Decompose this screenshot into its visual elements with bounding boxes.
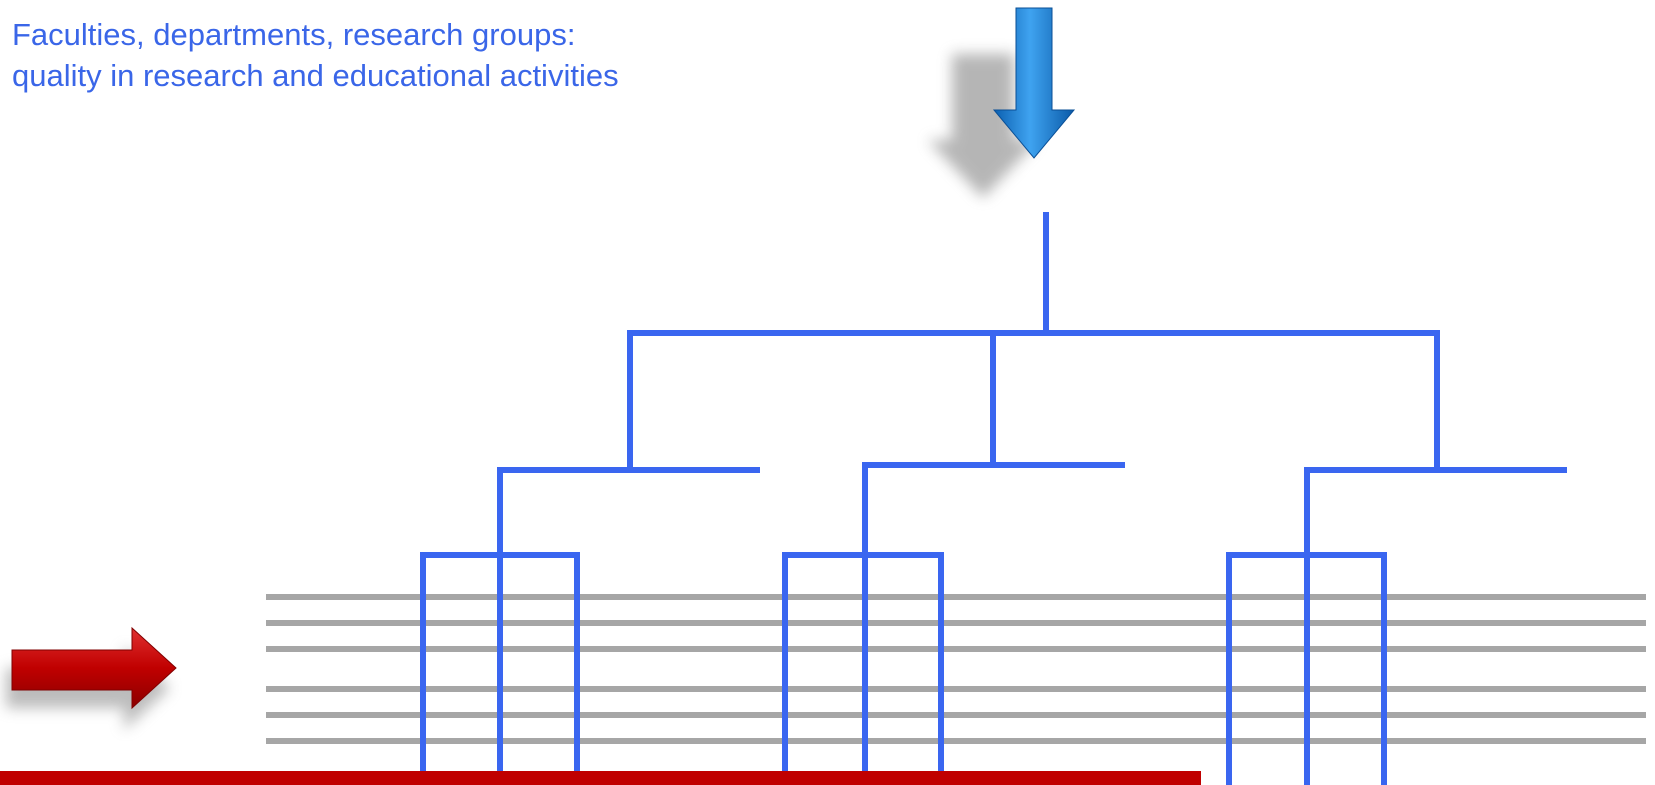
arrow-right-icon [6, 626, 177, 730]
caption: Faculties, departments, research groups:… [12, 14, 619, 96]
arrow-down-icon [928, 7, 1076, 198]
horizontal-lines [266, 594, 1646, 744]
tree-bracket [1226, 552, 1387, 785]
tree-bracket [782, 552, 944, 785]
caption-line-1: Faculties, departments, research groups: [12, 17, 576, 52]
org-tree [420, 212, 1567, 785]
tree-bracket [420, 552, 580, 785]
caption-line-2: quality in research and educational acti… [12, 58, 619, 93]
bottom-bar [0, 771, 1201, 785]
